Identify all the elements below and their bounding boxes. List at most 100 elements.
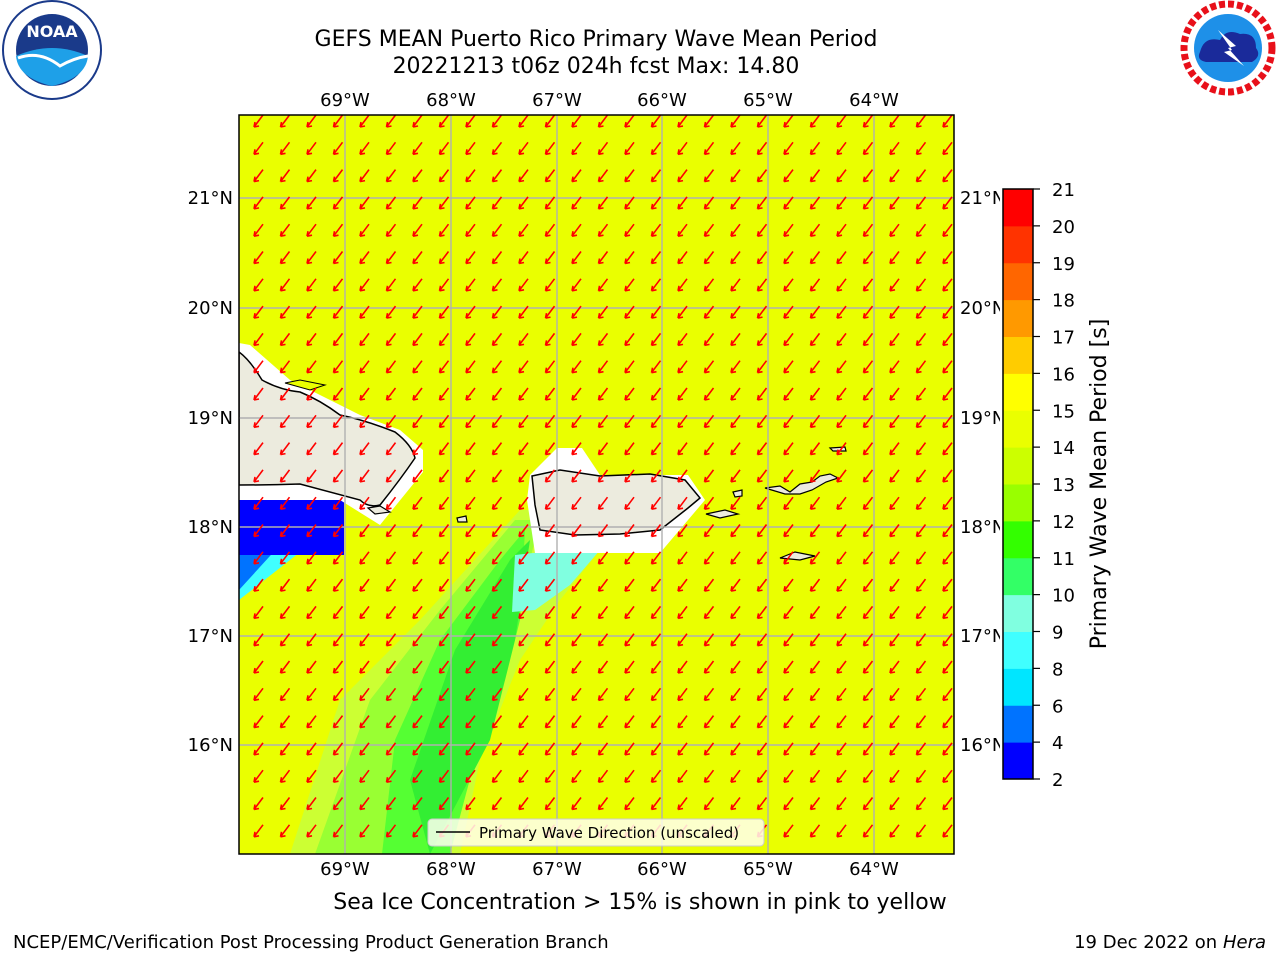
wave-arrow <box>915 251 927 265</box>
colorbar-swatch <box>1003 299 1033 337</box>
wave-arrow <box>624 496 635 510</box>
wave-arrow <box>942 251 953 265</box>
wave-arrow <box>597 687 609 702</box>
wave-arrow <box>756 605 768 620</box>
wave-arrow <box>889 442 900 456</box>
wave-arrow <box>438 414 450 429</box>
colorbar-tick-label: 13 <box>1052 475 1075 496</box>
wave-arrow <box>385 824 397 838</box>
wave-arrow <box>544 223 556 237</box>
colorbar-tick-label: 19 <box>1052 254 1075 275</box>
wave-arrow <box>783 278 794 292</box>
wave-arrow <box>730 387 741 401</box>
wave-arrow <box>359 387 370 401</box>
wave-arrow <box>279 223 291 237</box>
wave-arrow <box>597 496 609 510</box>
wave-arrow <box>783 196 794 210</box>
lon-label-bottom: 66°W <box>637 859 687 880</box>
wave-arrow <box>306 332 317 347</box>
wave-arrow <box>253 578 264 592</box>
wave-arrow <box>385 469 397 483</box>
wave-arrow <box>756 278 768 292</box>
wave-arrow <box>756 742 768 756</box>
wave-arrow <box>332 496 344 510</box>
wave-arrow <box>491 551 503 565</box>
wave-arrow <box>889 824 900 838</box>
colorbar-swatch <box>1003 668 1033 706</box>
wave-arrow <box>836 578 847 592</box>
wave-arrow <box>544 469 556 483</box>
colorbar: 2 4 6 8 9 10 11 12 13 14 15 16 17 18 19 20 21 Primary Wa… <box>1002 180 1112 791</box>
period-band-9 <box>512 550 600 612</box>
wave-arrow <box>306 387 317 401</box>
wave-arrow <box>465 387 476 401</box>
wave-arrow <box>465 169 476 183</box>
wave-arrow <box>306 524 317 538</box>
wave-arrow <box>677 715 688 729</box>
wave-arrow <box>915 169 927 183</box>
wave-arrow <box>491 524 503 538</box>
date-prefix: 19 Dec 2022 on <box>1074 932 1218 953</box>
wave-arrow <box>518 169 529 183</box>
wave-arrow <box>836 551 847 565</box>
wave-arrow <box>597 251 609 265</box>
wave-arrow <box>597 578 609 592</box>
wave-arrow <box>915 715 927 729</box>
wave-arrow <box>518 524 529 538</box>
wave-arrow <box>385 305 397 319</box>
wave-arrow <box>624 278 635 292</box>
colorbar-tick-label: 2 <box>1052 770 1063 791</box>
wave-arrow <box>624 524 635 538</box>
wave-arrow <box>677 442 688 456</box>
wave-arrow <box>783 742 794 756</box>
wave-arrow <box>756 305 768 319</box>
colorbar-tick-label: 14 <box>1052 438 1075 459</box>
wave-arrow <box>571 660 582 674</box>
colorbar-swatch <box>1003 557 1033 596</box>
wave-arrow <box>491 660 503 674</box>
wave-arrow <box>650 387 662 401</box>
wave-arrow <box>465 660 476 674</box>
wave-arrow <box>571 115 582 128</box>
wave-arrow <box>438 551 450 565</box>
wave-arrow <box>412 605 423 620</box>
wave-arrow <box>518 414 529 429</box>
wave-arrow <box>359 660 370 674</box>
wave-arrow <box>491 141 503 156</box>
wave-arrow <box>385 387 397 401</box>
wave-arrow <box>359 742 370 756</box>
svg-text:NOAA: NOAA <box>26 22 78 41</box>
wave-arrow <box>465 223 476 237</box>
wave-arrow <box>809 605 821 620</box>
wave-arrow <box>809 633 821 647</box>
wave-arrow <box>306 251 317 265</box>
wave-arrow <box>756 414 768 429</box>
wave-arrow <box>412 742 423 756</box>
wave-arrow <box>889 660 900 674</box>
wave-arrow <box>942 469 953 483</box>
wave-arrow <box>942 687 953 702</box>
wave-arrow <box>571 687 582 702</box>
wave-arrow <box>756 524 768 538</box>
wave-arrow <box>597 387 609 401</box>
wave-arrow <box>624 769 635 783</box>
wave-arrow <box>597 742 609 756</box>
lat-label-left: 17°N <box>188 626 233 647</box>
wave-arrow <box>650 196 662 210</box>
wave-arrow <box>889 387 900 401</box>
wave-arrow <box>412 278 423 292</box>
wave-arrow <box>730 633 741 647</box>
wave-arrow <box>438 578 450 592</box>
wave-arrow <box>624 797 635 811</box>
wave-arrow <box>862 115 874 128</box>
wave-arrow <box>491 360 503 374</box>
wave-arrow <box>730 769 741 783</box>
lat-label-right: 21°N <box>960 188 1000 209</box>
wave-arrow <box>438 332 450 347</box>
sea-ice-note: Sea Ice Concentration > 15% is shown in … <box>333 890 947 915</box>
wave-arrow <box>412 442 423 456</box>
wave-arrow <box>544 551 556 565</box>
date-host: Hera <box>1222 932 1266 953</box>
period-band-10b <box>410 540 530 854</box>
wave-arrow <box>465 251 476 265</box>
